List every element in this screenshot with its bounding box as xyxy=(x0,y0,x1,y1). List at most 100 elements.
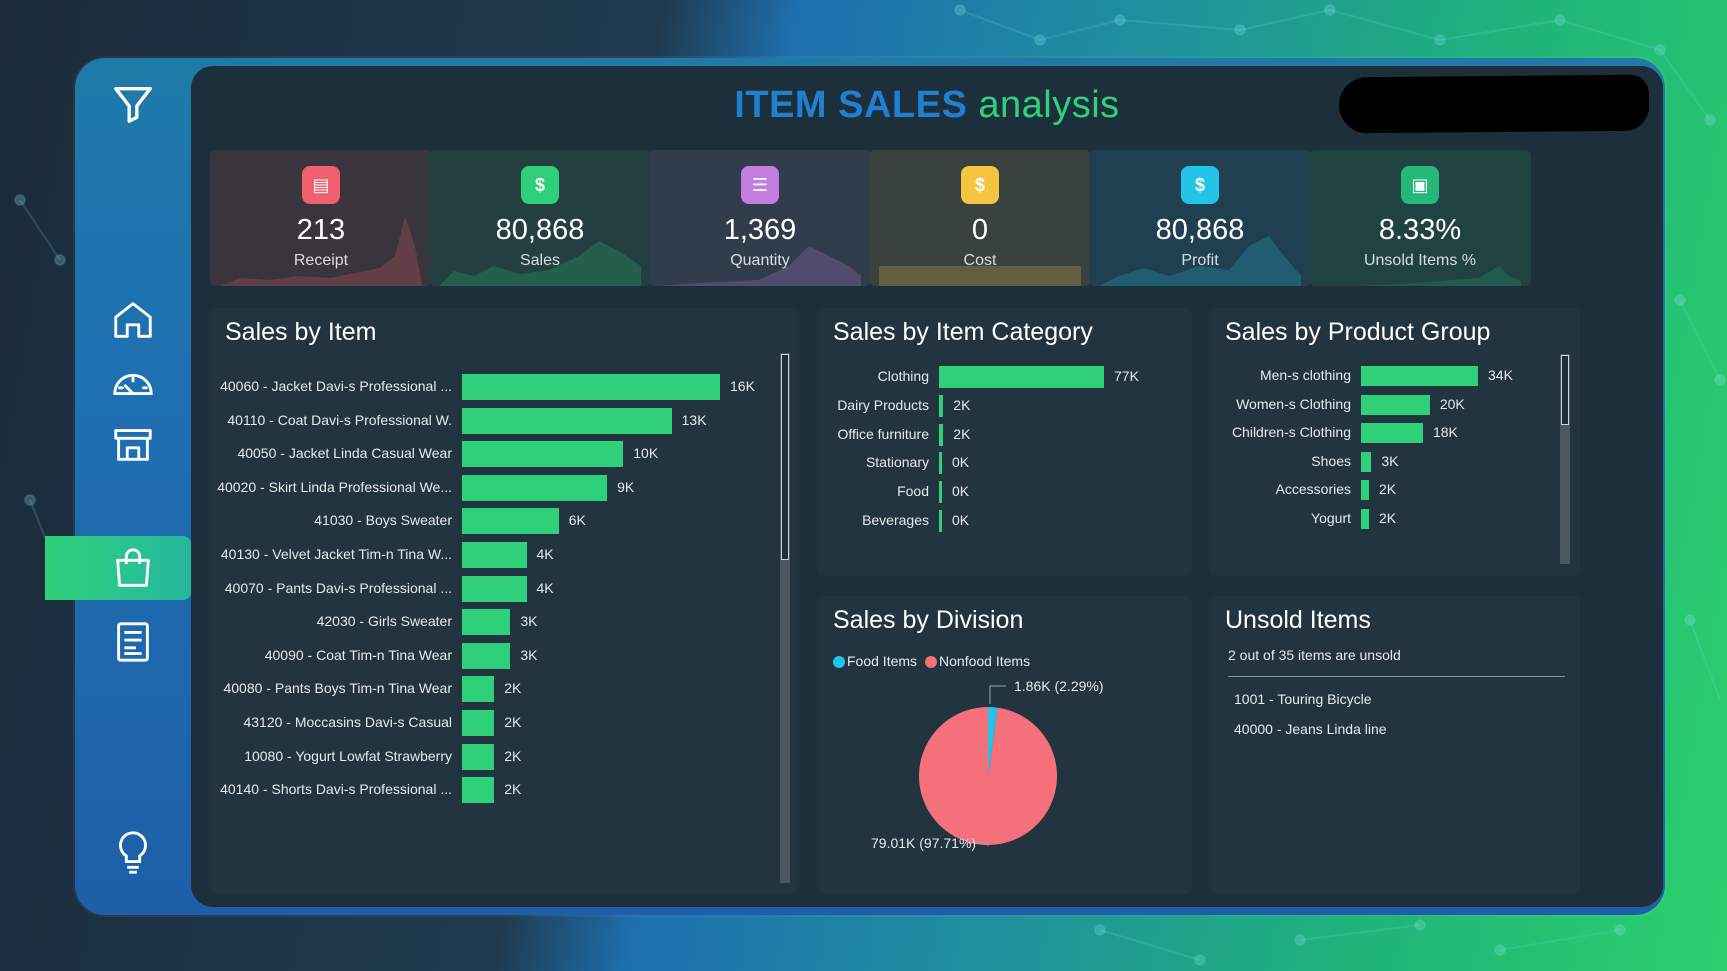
kpi-card-sales: $80,868 Sales xyxy=(429,150,651,286)
bar-label: Food xyxy=(897,483,929,500)
kpi-label: Sales xyxy=(519,252,561,269)
kpi-label: Receipt xyxy=(293,252,349,269)
card-title: Unsold Items xyxy=(1225,606,1371,634)
bar[interactable] xyxy=(939,481,942,504)
bar[interactable] xyxy=(462,407,672,434)
sparkline xyxy=(439,241,641,286)
kpi-value: 80,868 xyxy=(495,214,585,246)
legend-label-nonfood: Nonfood Items xyxy=(939,653,1031,669)
kpi-value: 8.33% xyxy=(1378,214,1462,246)
sparkline xyxy=(220,216,422,286)
bar-label: 40110 - Coat Davi-s Professional W. xyxy=(227,411,452,428)
bar-label: Yogurt xyxy=(1311,510,1351,526)
bar-label: 40020 - Skirt Linda Professional We... xyxy=(217,478,452,495)
legend-item-nonfood[interactable]: Nonfood Items xyxy=(925,653,1030,669)
sparkline xyxy=(879,266,1081,286)
kpi-label: Quantity xyxy=(730,252,790,269)
bar-value-label: 2K xyxy=(504,747,522,764)
bar[interactable] xyxy=(462,609,511,636)
filter-icon[interactable] xyxy=(109,80,157,128)
kpi-value: 0 xyxy=(971,214,989,246)
bar[interactable] xyxy=(939,423,944,446)
coin-bag-icon: $ xyxy=(961,166,999,204)
bar-value-label: 18K xyxy=(1432,424,1458,441)
store-icon[interactable] xyxy=(109,420,157,468)
bar[interactable] xyxy=(462,474,608,501)
bar-label: Shoes xyxy=(1311,452,1351,469)
bar-label: 40060 - Jacket Davi-s Professional ... xyxy=(220,378,452,394)
bar[interactable] xyxy=(462,743,495,770)
bar-label: Clothing xyxy=(877,368,929,384)
bar-label: 10080 - Yogurt Lowfat Strawberry xyxy=(244,747,452,764)
bar[interactable] xyxy=(462,374,720,400)
scrollbar-thumb[interactable] xyxy=(1561,355,1569,425)
dollar-badge-icon: $ xyxy=(1181,166,1219,204)
bar-label: Men-s clothing xyxy=(1259,367,1351,383)
bar[interactable] xyxy=(462,777,495,804)
bar[interactable] xyxy=(1361,509,1369,529)
bar[interactable] xyxy=(939,510,942,532)
lightbulb-icon[interactable] xyxy=(109,828,157,876)
bar-value-label: 20K xyxy=(1439,395,1465,412)
scrollbar-track[interactable] xyxy=(780,353,790,883)
bar-value-label: 2K xyxy=(1379,481,1397,498)
shopping-bag-icon[interactable] xyxy=(109,544,157,592)
bar[interactable] xyxy=(939,366,1104,388)
pie-slice-nonfood-items[interactable] xyxy=(919,707,1057,845)
page-title-main: ITEM SALES xyxy=(734,84,968,126)
kpi-value: 80,868 xyxy=(1155,214,1245,246)
bar[interactable] xyxy=(939,394,944,417)
unsold-items-card: Unsold Items 2 out of 35 items are unsol… xyxy=(1210,596,1580,894)
bar-label: 43120 - Moccasins Davi-s Casual xyxy=(243,714,452,730)
bar-value-label: 2K xyxy=(504,781,522,798)
unsold-item: 1001 - Touring Bicycle xyxy=(1234,691,1372,707)
bar-label: Office furniture xyxy=(837,425,929,442)
scrollbar-thumb[interactable] xyxy=(781,354,789,560)
redacted-area xyxy=(1338,74,1650,134)
sparkline xyxy=(659,246,861,286)
home-icon[interactable] xyxy=(109,295,157,343)
sales-by-group-card: Sales by Product Group Men-s clothing 34K… xyxy=(1210,308,1580,576)
legend-dot-nonfood xyxy=(925,656,938,669)
bar[interactable] xyxy=(1361,451,1372,472)
bar-label: 40090 - Coat Tim-n Tina Wear xyxy=(264,646,452,663)
bar[interactable] xyxy=(1361,423,1423,444)
bar[interactable] xyxy=(462,441,624,468)
bar-value-label: 2K xyxy=(504,680,522,697)
bar[interactable] xyxy=(1361,480,1369,501)
bar[interactable] xyxy=(462,508,559,535)
bar[interactable] xyxy=(462,642,511,669)
bar-label: Women-s Clothing xyxy=(1236,395,1351,412)
kpi-label: Unsold Items % xyxy=(1363,252,1477,269)
page-title: ITEM SALES analysis xyxy=(191,84,1663,127)
bar-label: 41030 - Boys Sweater xyxy=(314,512,452,529)
kpi-value: 1,369 xyxy=(723,214,797,246)
bar-label: 40050 - Jacket Linda Casual Wear xyxy=(237,445,452,462)
pie-slice-food-items[interactable] xyxy=(988,707,998,776)
bar-label: Dairy Products xyxy=(837,396,929,413)
bar[interactable] xyxy=(462,542,527,568)
bar[interactable] xyxy=(939,452,942,475)
legend-dot-food xyxy=(833,656,845,669)
report-icon[interactable] xyxy=(109,618,157,666)
kpi-label: Cost xyxy=(963,252,997,269)
bar[interactable] xyxy=(1361,394,1430,415)
pie-data-label: 79.01K (97.71%) xyxy=(871,835,976,851)
bar-value-label: 0K xyxy=(952,483,970,500)
bar-label: 42030 - Girls Sweater xyxy=(316,613,452,630)
bar-value-label: 2K xyxy=(953,425,971,442)
bar[interactable] xyxy=(462,710,495,736)
scrollbar-track[interactable] xyxy=(1560,354,1570,564)
card-title: Sales by Product Group xyxy=(1225,318,1491,346)
bar-value-label: 77K xyxy=(1114,368,1139,384)
bar[interactable] xyxy=(462,575,527,602)
bar-value-label: 6K xyxy=(568,512,586,529)
division-pie-chart: 1.86K (2.29%) 79.01K (97.71%) xyxy=(871,678,1104,851)
bar[interactable] xyxy=(462,676,495,703)
bar[interactable] xyxy=(1361,366,1478,386)
bar-value-label: 2K xyxy=(1379,510,1397,526)
box-icon: ▣ xyxy=(1401,166,1439,204)
legend-item-food[interactable]: Food Items xyxy=(833,653,917,669)
speedometer-icon[interactable] xyxy=(109,358,157,406)
kpi-card-quantity: ☰ 1,369 Quantity xyxy=(649,150,871,286)
